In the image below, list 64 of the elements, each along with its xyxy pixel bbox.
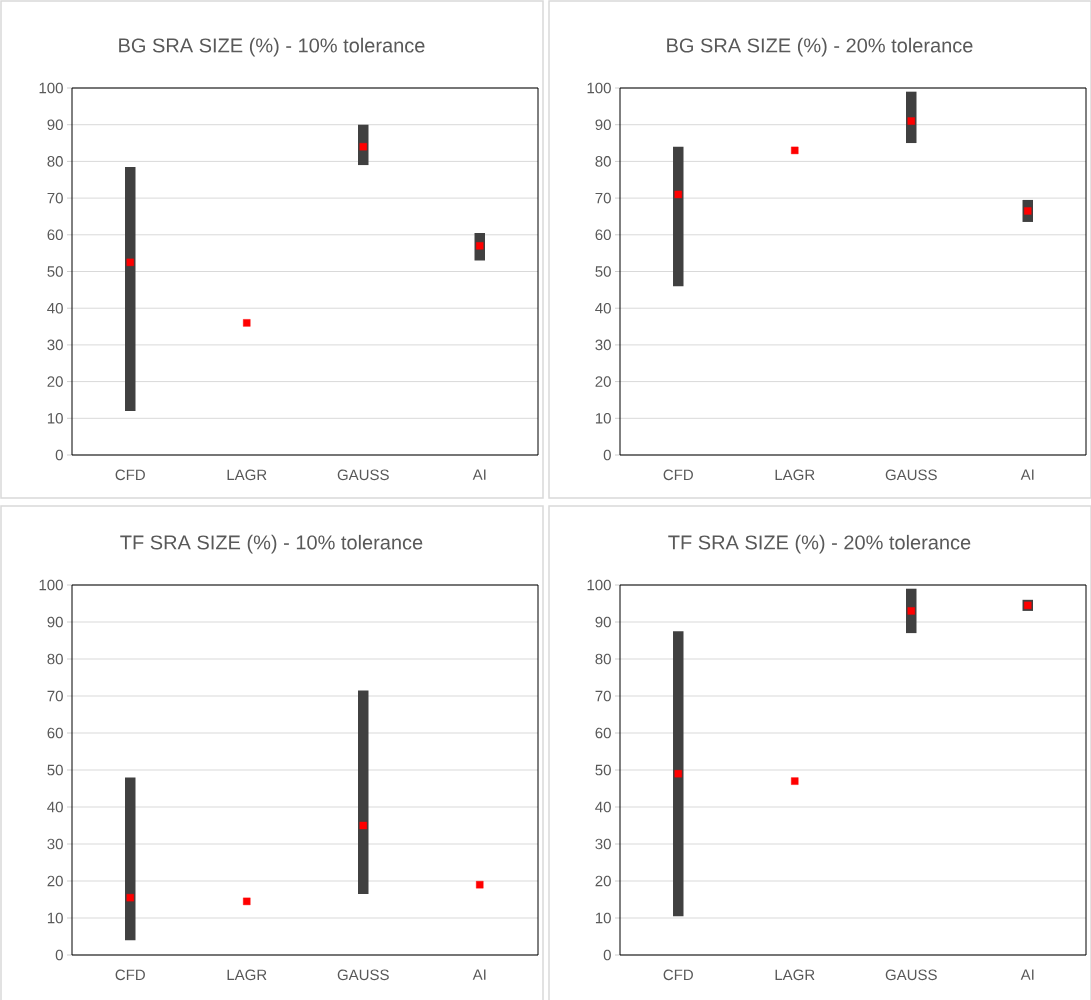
y-tick-label: 30 (595, 339, 611, 351)
y-tick-label: 60 (595, 727, 611, 739)
y-tick-label: 0 (603, 449, 611, 461)
y-tick-label: 40 (47, 302, 63, 314)
y-tick-label: 0 (55, 949, 63, 961)
y-tick-label: 80 (47, 156, 63, 167)
y-tick-label: 30 (47, 339, 63, 351)
y-tick-label: 70 (47, 192, 63, 204)
y-tick-label: 80 (595, 653, 611, 665)
y-tick-label: 30 (595, 838, 611, 850)
y-tick-label: 50 (47, 266, 63, 277)
y-tick-label: 70 (47, 690, 63, 702)
x-tick-label: AI (472, 969, 486, 980)
y-tick-label: 70 (595, 192, 611, 204)
chart-title: TF SRA SIZE (%) - 10% tolerance (120, 534, 423, 554)
y-tick-label: 20 (47, 875, 63, 887)
y-tick-label: 80 (47, 653, 63, 665)
chart-title: TF SRA SIZE (%) - 20% tolerance (668, 534, 971, 554)
x-tick-label: AI (1020, 969, 1034, 980)
x-tick-label: GAUSS (337, 969, 389, 981)
y-tick-label: 100 (587, 82, 611, 94)
chart-title: BG SRA SIZE (%) - 20% tolerance (667, 37, 973, 57)
y-tick-label: 0 (55, 449, 63, 461)
y-tick-label: 70 (595, 690, 611, 702)
y-tick-label: 90 (595, 119, 611, 131)
y-tick-label: 10 (595, 413, 611, 424)
x-tick-label: GAUSS (885, 469, 937, 481)
y-tick-label: 80 (595, 156, 611, 167)
x-tick-label: AI (472, 469, 486, 480)
y-tick-label: 20 (595, 376, 611, 387)
y-tick-label: 50 (595, 266, 611, 277)
y-tick-label: 60 (47, 727, 63, 739)
y-tick-label: 20 (47, 376, 63, 387)
y-tick-label: 30 (47, 838, 63, 850)
y-tick-label: 90 (595, 616, 611, 628)
x-tick-label: AI (1020, 469, 1034, 480)
y-tick-label: 100 (39, 579, 63, 591)
x-tick-label: LAGR (775, 969, 815, 981)
y-tick-label: 40 (595, 302, 611, 314)
x-tick-label: CFD (115, 469, 145, 481)
y-tick-label: 40 (595, 801, 611, 813)
chart-title: BG SRA SIZE (%) - 10% tolerance (119, 37, 425, 57)
x-tick-label: CFD (663, 969, 693, 981)
y-tick-label: 0 (603, 949, 611, 961)
x-tick-label: LAGR (775, 469, 815, 481)
y-tick-label: 10 (47, 912, 63, 924)
x-tick-label: GAUSS (337, 469, 389, 481)
y-tick-label: 100 (39, 82, 63, 94)
y-tick-label: 40 (47, 801, 63, 813)
y-tick-label: 50 (595, 764, 611, 776)
y-tick-label: 90 (47, 119, 63, 131)
y-tick-label: 60 (595, 229, 611, 241)
y-tick-label: 10 (47, 413, 63, 424)
y-tick-label: 100 (587, 579, 611, 591)
x-tick-label: CFD (663, 469, 693, 481)
y-tick-label: 50 (47, 764, 63, 776)
x-tick-label: LAGR (227, 469, 267, 481)
x-tick-label: GAUSS (885, 969, 937, 981)
x-tick-label: LAGR (227, 969, 267, 981)
y-tick-label: 10 (595, 912, 611, 924)
x-tick-label: CFD (115, 969, 145, 981)
y-tick-label: 60 (47, 229, 63, 241)
y-tick-label: 90 (47, 616, 63, 628)
y-tick-label: 20 (595, 875, 611, 887)
